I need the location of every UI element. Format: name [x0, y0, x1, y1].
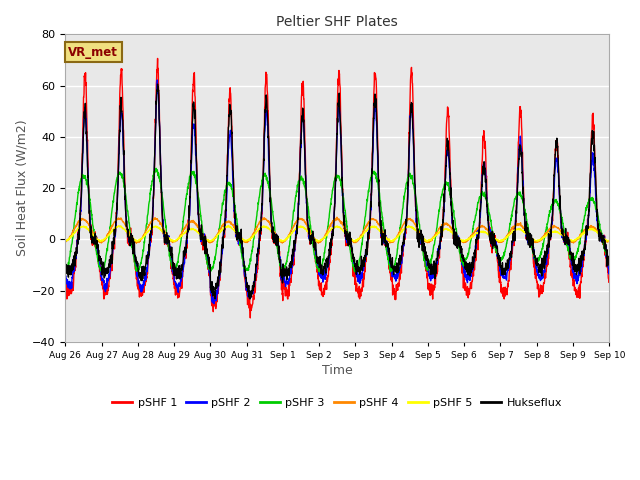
pSHF 2: [154, 77, 161, 83]
pSHF 4: [558, 229, 566, 235]
Text: VR_met: VR_met: [68, 46, 118, 59]
Line: pSHF 4: pSHF 4: [65, 217, 609, 243]
pSHF 3: [353, 266, 361, 272]
Line: pSHF 3: pSHF 3: [65, 168, 609, 272]
pSHF 4: [496, 240, 504, 245]
X-axis label: Time: Time: [322, 364, 353, 377]
pSHF 2: [214, 290, 221, 296]
pSHF 1: [61, 284, 69, 290]
Hukseflux: [496, 258, 504, 264]
pSHF 5: [573, 236, 580, 242]
pSHF 3: [573, 250, 580, 255]
Hukseflux: [558, 226, 566, 231]
pSHF 1: [154, 56, 161, 61]
pSHF 1: [353, 287, 361, 292]
pSHF 5: [365, 225, 372, 231]
pSHF 2: [558, 223, 566, 228]
pSHF 5: [225, 223, 232, 228]
pSHF 3: [558, 215, 566, 221]
pSHF 4: [573, 237, 580, 243]
pSHF 4: [333, 214, 340, 220]
pSHF 1: [558, 233, 566, 239]
Hukseflux: [573, 270, 580, 276]
Line: pSHF 2: pSHF 2: [65, 80, 609, 304]
pSHF 4: [132, 240, 140, 246]
pSHF 3: [605, 260, 613, 265]
Legend: pSHF 1, pSHF 2, pSHF 3, pSHF 4, pSHF 5, Hukseflux: pSHF 1, pSHF 2, pSHF 3, pSHF 4, pSHF 5, …: [108, 394, 567, 412]
Hukseflux: [61, 264, 69, 269]
pSHF 2: [365, 230, 373, 236]
pSHF 5: [61, 238, 69, 243]
pSHF 2: [353, 274, 361, 279]
Hukseflux: [246, 296, 254, 302]
Line: Hukseflux: Hukseflux: [65, 84, 609, 299]
pSHF 3: [214, 239, 221, 244]
pSHF 3: [152, 166, 160, 171]
Hukseflux: [154, 81, 161, 87]
pSHF 1: [214, 295, 221, 300]
pSHF 3: [365, 185, 373, 191]
Hukseflux: [353, 261, 361, 266]
pSHF 5: [558, 231, 566, 237]
pSHF 3: [62, 269, 70, 275]
pSHF 5: [496, 238, 504, 243]
pSHF 5: [213, 232, 221, 238]
Hukseflux: [605, 256, 613, 262]
pSHF 1: [246, 315, 254, 321]
pSHF 1: [605, 276, 613, 282]
pSHF 2: [496, 264, 504, 270]
pSHF 3: [496, 257, 504, 263]
pSHF 5: [353, 238, 361, 243]
pSHF 5: [605, 238, 613, 243]
pSHF 4: [365, 218, 373, 224]
pSHF 2: [573, 274, 580, 280]
Title: Peltier SHF Plates: Peltier SHF Plates: [276, 15, 398, 29]
pSHF 4: [61, 239, 69, 244]
Line: pSHF 1: pSHF 1: [65, 59, 609, 318]
Hukseflux: [365, 230, 373, 236]
pSHF 1: [496, 277, 504, 283]
pSHF 2: [61, 277, 69, 283]
Line: pSHF 5: pSHF 5: [65, 226, 609, 241]
pSHF 2: [210, 301, 218, 307]
pSHF 4: [214, 231, 221, 237]
pSHF 1: [365, 228, 373, 234]
pSHF 4: [605, 239, 613, 244]
pSHF 5: [458, 239, 466, 244]
pSHF 1: [573, 288, 580, 294]
Hukseflux: [214, 279, 221, 285]
pSHF 2: [605, 267, 613, 273]
Y-axis label: Soil Heat Flux (W/m2): Soil Heat Flux (W/m2): [15, 120, 28, 256]
pSHF 3: [61, 269, 69, 275]
pSHF 4: [353, 238, 361, 244]
